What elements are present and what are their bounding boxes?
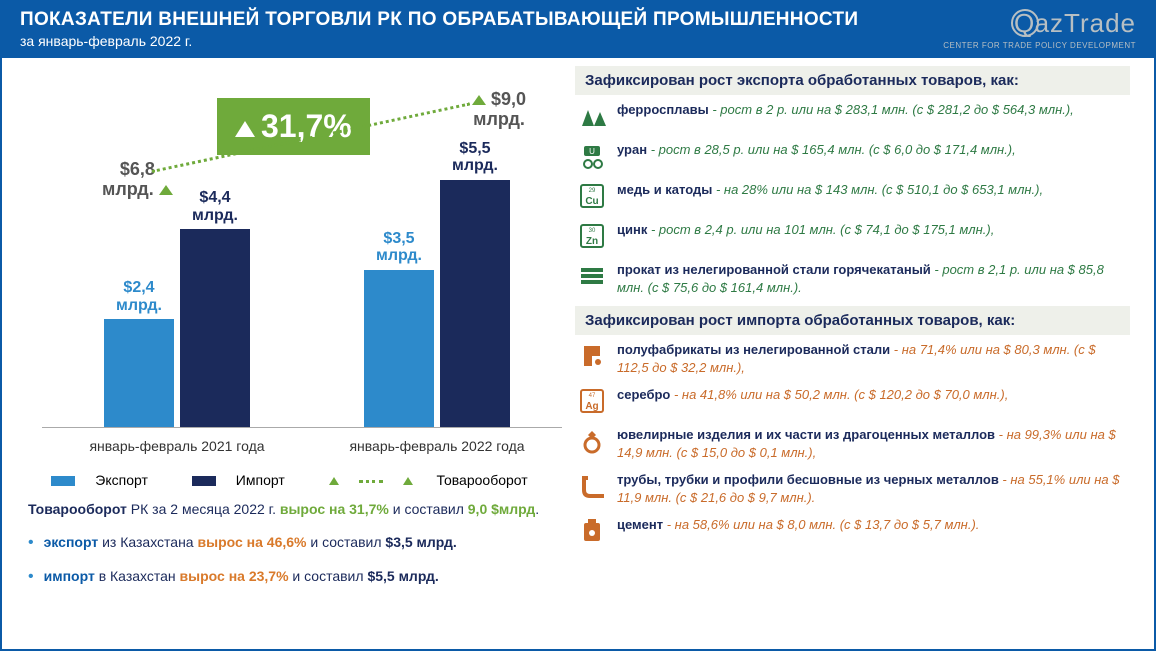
bar-group-2022: $3,5млрд. $5,5млрд. xyxy=(332,180,542,428)
uranium-icon: U xyxy=(575,141,609,171)
svg-text:U: U xyxy=(589,147,595,156)
ferro-icon xyxy=(575,101,609,131)
pipes-icon xyxy=(575,471,609,501)
triangle-icon xyxy=(472,95,486,105)
item-text: цемент - на 58,6% или на $ 8,0 млн. (с $… xyxy=(617,516,979,534)
rolled-icon xyxy=(575,261,609,291)
item-name: медь и катоды xyxy=(617,182,712,197)
export-bar-2022: $3,5млрд. xyxy=(364,270,434,428)
copper-icon: 29 Cu xyxy=(575,181,609,211)
item-detail: - на 58,6% или на $ 8,0 млн. (с $ 13,7 д… xyxy=(663,517,979,532)
swatch-export xyxy=(51,476,75,486)
logo-text: QazTrade xyxy=(943,8,1136,39)
item-text: полуфабрикаты из нелегированной стали - … xyxy=(617,341,1130,376)
up-triangle-icon xyxy=(235,121,255,137)
bar-label: $4,4млрд. xyxy=(180,189,250,224)
chart-legend: Экспорт Импорт Товарооборот xyxy=(22,472,557,488)
item-name: цемент xyxy=(617,517,663,532)
page-title: ПОКАЗАТЕЛИ ВНЕШНЕЙ ТОРГОВЛИ РК ПО ОБРАБА… xyxy=(20,9,858,31)
svg-text:29: 29 xyxy=(589,188,596,194)
triangle-icon xyxy=(329,477,339,485)
summary-block: Товарооборот РК за 2 месяца 2022 г. выро… xyxy=(22,500,557,588)
silver-icon: 47 Ag xyxy=(575,386,609,416)
item-text: серебро - на 41,8% или на $ 50,2 млн. (с… xyxy=(617,386,1008,404)
svg-text:Zn: Zn xyxy=(586,236,598,247)
x-label-2021: январь-февраль 2021 года xyxy=(72,438,282,454)
legend-turnover: Товарооборот xyxy=(319,472,538,488)
item-detail: - рост в 2,4 р. или на 101 млн. (с $ 74,… xyxy=(647,222,994,237)
svg-text:Cu: Cu xyxy=(585,196,598,207)
item-text: прокат из нелегированной стали горячекат… xyxy=(617,261,1130,296)
dotted-swatch xyxy=(359,480,383,483)
import-list: полуфабрикаты из нелегированной стали - … xyxy=(575,341,1130,546)
summary-import: •импорт в Казахстан вырос на 23,7% и сос… xyxy=(28,566,551,588)
item-text: медь и катоды - на 28% или на $ 143 млн.… xyxy=(617,181,1043,199)
item-text: трубы, трубки и профили бесшовные из чер… xyxy=(617,471,1130,506)
legend-export: Экспорт xyxy=(41,472,158,488)
item-text: ферросплавы - рост в 2 р. или на $ 283,1… xyxy=(617,101,1074,119)
list-item: цемент - на 58,6% или на $ 8,0 млн. (с $… xyxy=(575,516,1130,546)
header-bar: ПОКАЗАТЕЛИ ВНЕШНЕЙ ТОРГОВЛИ РК ПО ОБРАБА… xyxy=(2,2,1154,58)
import-heading: Зафиксирован рост импорта обработанных т… xyxy=(575,306,1130,335)
import-bar-2022: $5,5млрд. xyxy=(440,180,510,428)
logo-subtitle: CENTER FOR TRADE POLICY DEVELOPMENT xyxy=(943,41,1136,50)
item-text: ювелирные изделия и их части из драгоцен… xyxy=(617,426,1130,461)
swatch-import xyxy=(192,476,216,486)
list-item: 29 Cu медь и катоды - на 28% или на $ 143 … xyxy=(575,181,1130,211)
list-item: ювелирные изделия и их части из драгоцен… xyxy=(575,426,1130,461)
bar-label: $3,5млрд. xyxy=(364,230,434,265)
export-heading: Зафиксирован рост экспорта обработанных … xyxy=(575,66,1130,95)
semifab-icon xyxy=(575,341,609,371)
item-detail: - на 41,8% или на $ 50,2 млн. (с $ 120,2… xyxy=(670,387,1008,402)
bar-group-2021: $2,4млрд. $4,4млрд. xyxy=(72,229,282,427)
svg-text:Ag: Ag xyxy=(585,401,598,412)
triangle-icon xyxy=(403,477,413,485)
jewelry-icon xyxy=(575,426,609,456)
bar-chart: 31,7% $6,8 млрд. $9,0 млрд. $2,4млрд. $ xyxy=(22,70,557,470)
cement-icon xyxy=(575,516,609,546)
list-item: прокат из нелегированной стали горячекат… xyxy=(575,261,1130,296)
content: 31,7% $6,8 млрд. $9,0 млрд. $2,4млрд. $ xyxy=(2,58,1154,640)
legend-import: Импорт xyxy=(182,472,295,488)
growth-badge: 31,7% xyxy=(217,98,370,155)
item-name: прокат из нелегированной стали горячекат… xyxy=(617,262,931,277)
right-panel: Зафиксирован рост экспорта обработанных … xyxy=(567,58,1142,640)
bars-zone: $2,4млрд. $4,4млрд. $3,5млрд. $5,5млрд. xyxy=(42,148,562,428)
item-name: серебро xyxy=(617,387,670,402)
item-text: уран - рост в 28,5 р. или на $ 165,4 млн… xyxy=(617,141,1016,159)
page-subtitle: за январь-февраль 2022 г. xyxy=(20,33,858,49)
list-item: ферросплавы - рост в 2 р. или на $ 283,1… xyxy=(575,101,1130,131)
item-text: цинк - рост в 2,4 р. или на 101 млн. (с … xyxy=(617,221,994,239)
bar-label: $5,5млрд. xyxy=(440,140,510,175)
export-bar-2021: $2,4млрд. xyxy=(104,319,174,427)
item-detail: - на 28% или на $ 143 млн. (с $ 510,1 до… xyxy=(712,182,1043,197)
title-block: ПОКАЗАТЕЛИ ВНЕШНЕЙ ТОРГОВЛИ РК ПО ОБРАБА… xyxy=(20,9,858,49)
zinc-icon: 30 Zn xyxy=(575,221,609,251)
item-detail: - рост в 28,5 р. или на $ 165,4 млн. (с … xyxy=(647,142,1016,157)
list-item: 47 Ag серебро - на 41,8% или на $ 50,2 млн… xyxy=(575,386,1130,416)
export-list: ферросплавы - рост в 2 р. или на $ 283,1… xyxy=(575,101,1130,296)
x-label-2022: январь-февраль 2022 года xyxy=(332,438,542,454)
item-name: уран xyxy=(617,142,647,157)
item-name: полуфабрикаты из нелегированной стали xyxy=(617,342,890,357)
item-name: ювелирные изделия и их части из драгоцен… xyxy=(617,427,995,442)
list-item: Uуран - рост в 28,5 р. или на $ 165,4 мл… xyxy=(575,141,1130,171)
list-item: полуфабрикаты из нелегированной стали - … xyxy=(575,341,1130,376)
import-bar-2021: $4,4млрд. xyxy=(180,229,250,427)
list-item: 30 Zn цинк - рост в 2,4 р. или на 101 млн.… xyxy=(575,221,1130,251)
svg-text:47: 47 xyxy=(589,393,596,399)
summary-export: •экспорт из Казахстана вырос на 46,6% и … xyxy=(28,532,551,554)
list-item: трубы, трубки и профили бесшовные из чер… xyxy=(575,471,1130,506)
left-panel: 31,7% $6,8 млрд. $9,0 млрд. $2,4млрд. $ xyxy=(2,58,567,640)
item-detail: - рост в 2 р. или на $ 283,1 млн. (с $ 2… xyxy=(709,102,1074,117)
item-name: ферросплавы xyxy=(617,102,709,117)
total-2022: $9,0 млрд. xyxy=(472,90,526,130)
logo: QazTrade CENTER FOR TRADE POLICY DEVELOP… xyxy=(943,8,1136,50)
item-name: цинк xyxy=(617,222,647,237)
item-name: трубы, трубки и профили бесшовные из чер… xyxy=(617,472,999,487)
summary-turnover: Товарооборот РК за 2 месяца 2022 г. выро… xyxy=(28,500,551,520)
svg-text:30: 30 xyxy=(589,228,596,234)
bar-label: $2,4млрд. xyxy=(104,279,174,314)
